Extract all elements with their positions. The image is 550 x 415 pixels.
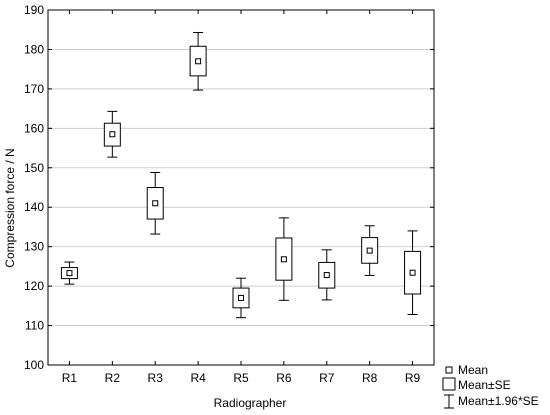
mean-marker	[238, 294, 244, 301]
axes: 100 110 120 130 140 150 160 170 180 190 R1 R2 R3 R4 R5…	[24, 3, 434, 385]
box-r9	[404, 230, 422, 316]
y-tick-label: 130	[24, 240, 44, 254]
mean-marker	[280, 256, 287, 263]
mean-marker	[152, 200, 159, 207]
x-tick-label: R1	[62, 371, 78, 385]
x-tick-label: R5	[233, 371, 249, 385]
box-r4	[189, 31, 207, 91]
mean-marker	[66, 270, 73, 277]
mean-marker	[409, 269, 416, 276]
y-tick-label: 190	[24, 3, 44, 17]
x-axis-label: Radiographer	[214, 396, 287, 410]
box-r6	[275, 217, 293, 301]
legend-se-label: Mean±SE	[458, 378, 511, 392]
box-r1	[60, 261, 78, 285]
box-r5	[232, 277, 250, 319]
x-tick-label: R2	[105, 371, 121, 385]
legend-mean-marker	[445, 366, 453, 374]
box-r3	[146, 172, 164, 235]
box-r7	[318, 249, 336, 301]
y-tick-label: 150	[24, 161, 44, 175]
y-tick-label: 180	[24, 42, 44, 56]
plot-marks	[60, 31, 422, 319]
mean-marker	[366, 247, 373, 254]
x-tick-label: R4	[190, 371, 206, 385]
y-tick-label: 160	[24, 121, 44, 135]
mean-marker	[323, 272, 330, 279]
mean-marker	[195, 58, 202, 65]
x-tick-label: R9	[405, 371, 421, 385]
legend-se-box	[442, 377, 456, 391]
y-tick-label: 140	[24, 200, 44, 214]
box-r8	[361, 225, 379, 276]
y-tick-label: 170	[24, 82, 44, 96]
x-tick-label: R3	[148, 371, 164, 385]
x-tick-label: R6	[276, 371, 292, 385]
y-tick-label: 100	[24, 358, 44, 372]
y-tick-label: 120	[24, 279, 44, 293]
y-axis-label: Compression force / N	[3, 148, 17, 267]
x-tick-label: R7	[319, 371, 335, 385]
y-tick-label: 110	[25, 319, 44, 333]
x-tick-label: R8	[362, 371, 378, 385]
box-r2	[103, 110, 121, 158]
legend-mean-label: Mean	[458, 363, 488, 377]
legend-ci-label: Mean±1.96*SE	[458, 394, 539, 408]
mean-marker	[109, 131, 116, 138]
